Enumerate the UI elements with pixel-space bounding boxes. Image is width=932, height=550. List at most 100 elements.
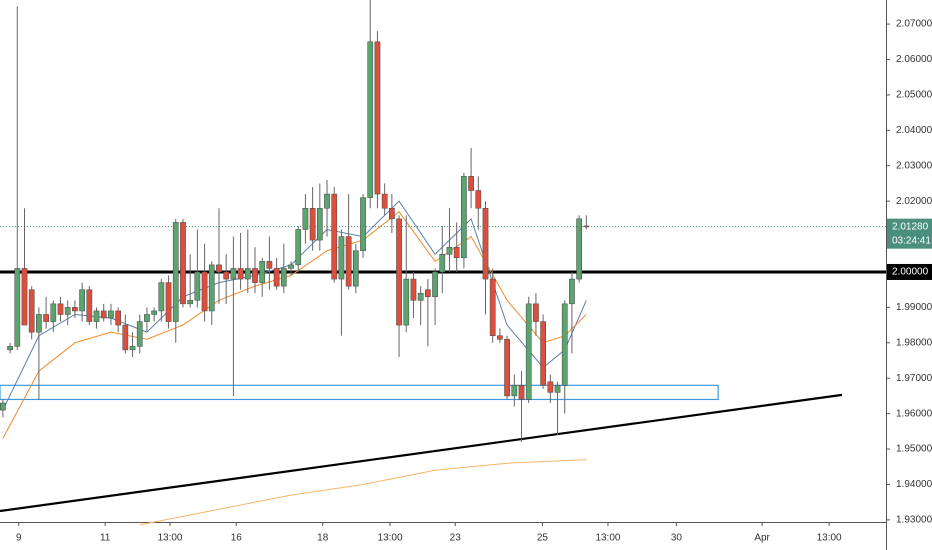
x-tick-label: Apr: [754, 533, 770, 544]
candle-body: [403, 278, 410, 326]
candle-body: [86, 289, 93, 322]
candle-body: [21, 268, 28, 326]
candle-body: [482, 207, 489, 280]
candle-body: [57, 303, 64, 315]
candle-body: [511, 385, 518, 397]
candle-body: [540, 321, 546, 386]
candle-body: [223, 271, 230, 280]
candle-body: [288, 264, 294, 269]
candle-body: [497, 335, 503, 340]
x-tick-label: 30: [671, 533, 683, 544]
candle-body: [72, 307, 78, 312]
candle-body: [352, 250, 359, 287]
candle-body: [295, 229, 302, 266]
candle-body: [230, 268, 237, 280]
candle-body: [43, 314, 49, 322]
candle-body: [489, 278, 496, 336]
candle-body: [410, 278, 417, 301]
candle-body: [165, 282, 172, 322]
candle-body: [453, 246, 460, 259]
candle-body: [237, 268, 244, 280]
candle-body: [144, 314, 150, 322]
candle-body: [14, 268, 21, 347]
candle-body: [576, 218, 582, 280]
x-tick-label: 13:00: [817, 533, 842, 544]
x-tick-label: 18: [317, 533, 329, 544]
candle-body: [151, 310, 157, 315]
candle-body: [115, 310, 121, 326]
last-price-label: 2.01280: [892, 221, 929, 232]
candle-body: [475, 190, 482, 209]
y-tick-label: 1.99000: [896, 302, 932, 313]
candle-body: [381, 193, 388, 209]
y-tick-label: 1.96000: [896, 408, 932, 419]
candle-body: [302, 207, 309, 230]
candle-body: [425, 289, 431, 298]
candle-body: [136, 321, 143, 347]
candle-body: [360, 197, 366, 251]
candle-body: [569, 278, 575, 305]
candle-body: [244, 268, 251, 280]
candle-body: [129, 346, 136, 351]
candle-body: [201, 271, 208, 312]
candle-body: [194, 271, 201, 301]
candle-body: [316, 207, 323, 241]
candle-body: [259, 261, 266, 283]
candle-body: [187, 300, 194, 305]
candle-body: [50, 303, 57, 322]
candle-body: [79, 289, 85, 312]
candle-body: [439, 254, 446, 273]
trend-line: [0, 393, 843, 513]
candle-body: [172, 222, 179, 322]
candle-body: [122, 324, 129, 351]
candle-body: [396, 218, 402, 326]
candle-body: [561, 303, 568, 386]
candle-body: [93, 310, 100, 322]
y-tick-label: 2.06000: [896, 54, 932, 65]
x-tick-label: 13:00: [378, 533, 403, 544]
candle-body: [273, 268, 280, 287]
countdown-label: 03:24:41: [892, 235, 931, 246]
candle-body: [100, 310, 107, 319]
y-tick-label: 1.98000: [896, 337, 932, 348]
x-tick-label: 11: [100, 533, 111, 544]
candle-body: [547, 381, 554, 393]
y-tick-label: 2.02000: [896, 196, 932, 207]
candle-body: [367, 41, 374, 198]
x-tick-label: 25: [537, 533, 549, 544]
y-tick-label: 1.94000: [896, 479, 932, 490]
candle-body: [64, 307, 71, 315]
candle-body: [389, 207, 395, 220]
candle-body: [252, 268, 258, 283]
candle-body: [324, 193, 330, 209]
candle-body: [216, 264, 222, 273]
candle-body: [518, 385, 525, 400]
candle-body: [432, 271, 438, 298]
candle-body: [108, 310, 114, 319]
candle-body: [417, 292, 424, 301]
moving-average: [139, 459, 587, 526]
y-tick-label: 2.07000: [896, 19, 932, 30]
candle-body: [7, 346, 13, 351]
candle-body: [309, 207, 316, 241]
candle-body: [208, 264, 215, 312]
moving-average: [2, 211, 587, 439]
level-label-box: [887, 263, 932, 280]
candle-body: [504, 339, 510, 397]
candle-body: [533, 303, 539, 322]
x-tick-label: 13:00: [157, 533, 182, 544]
y-tick-label: 2.04000: [896, 125, 932, 136]
candle-body: [28, 289, 35, 333]
candle-body: [0, 402, 6, 411]
y-tick-label: 2.05000: [896, 90, 932, 101]
x-tick-label: 16: [231, 533, 243, 544]
y-tick-label: 1.95000: [896, 444, 932, 455]
candle-body: [331, 193, 338, 280]
candle-body: [280, 268, 287, 287]
x-tick-label: 9: [16, 533, 22, 544]
candle-body: [374, 41, 381, 195]
y-tick-label: 2.03000: [896, 160, 932, 171]
candle-body: [461, 176, 467, 259]
